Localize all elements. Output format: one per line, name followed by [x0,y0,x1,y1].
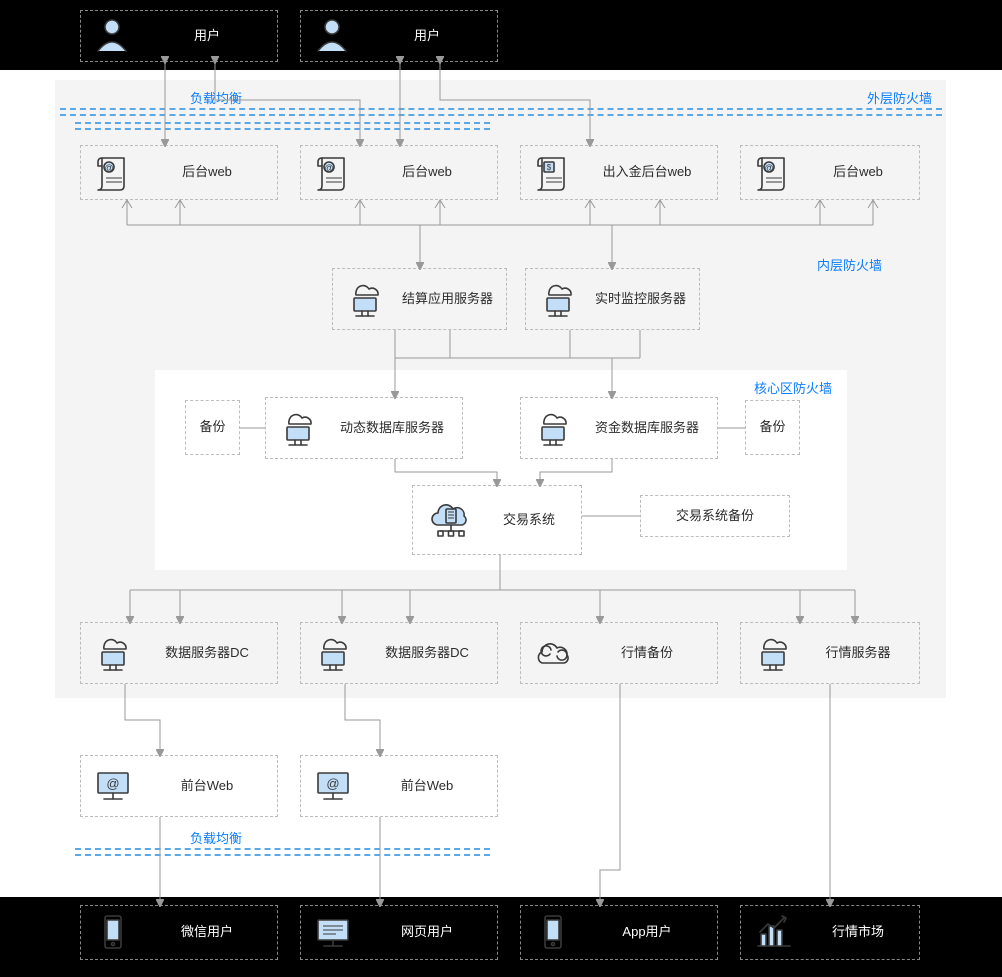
node-trade-backup: 交易系统备份 [640,495,790,537]
monitor-at-icon [309,762,357,810]
node-label: 网页用户 [357,924,497,941]
node-label: 动态数据库服务器 [322,420,462,437]
node-quote-backup: 行情备份 [520,622,718,684]
load-balance-bottom-line [75,848,490,850]
node-label: 行情市场 [797,924,919,941]
monitor-lines-icon [309,909,357,957]
node-label: 数据服务器DC [357,645,497,662]
node-backup-2: 备份 [745,400,800,455]
load-balance-top-line [75,122,490,124]
node-user-2: 用户 [300,10,498,62]
script-at-icon [749,149,797,197]
cloud-server-shield-icon [534,275,582,323]
cloud-rack-icon [421,496,477,544]
node-label: 实时监控服务器 [582,291,699,308]
node-label: 行情备份 [577,645,717,662]
node-front-web-2: 前台Web [300,755,498,817]
node-label: 前台Web [357,778,497,795]
node-label: 交易系统 [477,512,581,529]
node-label: 数据服务器DC [137,645,277,662]
node-market: 行情市场 [740,905,920,960]
node-label: 后台web [357,164,497,181]
script-at-icon [89,149,137,197]
node-web-user: 网页用户 [300,905,498,960]
architecture-diagram: 外层防火墙 内层防火墙 核心区防火墙 负载均衡 负载均衡 用户 用户 后台web… [0,0,1002,977]
node-front-web-1: 前台Web [80,755,278,817]
cloud-server-arrow-icon [309,629,357,677]
bar-chart-icon [749,909,797,957]
cloud-server-plain-icon [749,629,797,677]
user-female-icon [309,12,357,60]
node-fund-db: 资金数据库服务器 [520,397,718,459]
node-quote-server: 行情服务器 [740,622,920,684]
node-label: 资金数据库服务器 [577,420,717,437]
script-at-icon [309,149,357,197]
script-dollar-icon [529,149,577,197]
node-label: 出入金后台web [577,164,717,181]
node-app-user: App用户 [520,905,718,960]
monitor-at-icon [89,762,137,810]
load-balance-bottom-label: 负载均衡 [190,828,242,847]
node-label: 前台Web [137,778,277,795]
load-balance-top-label: 负载均衡 [190,88,242,107]
node-web-4: 后台web [740,145,920,200]
phone-wechat-icon [89,909,137,957]
node-dyn-db: 动态数据库服务器 [265,397,463,459]
node-web-1: 后台web [80,145,278,200]
user-male-icon [89,12,137,60]
node-dc-2: 数据服务器DC [300,622,498,684]
core-firewall-label: 核心区防火墙 [754,378,832,397]
node-label: 后台web [137,164,277,181]
node-trade: 交易系统 [412,485,582,555]
outer-firewall-label: 外层防火墙 [867,88,932,107]
node-backup-1: 备份 [185,400,240,455]
node-label: 行情服务器 [797,645,919,662]
node-dc-1: 数据服务器DC [80,622,278,684]
phone-wifi-icon [529,909,577,957]
node-web-3: 出入金后台web [520,145,718,200]
cloud-server-sync-icon [341,275,389,323]
node-label: App用户 [577,924,717,941]
outer-firewall-line [60,108,942,110]
node-settle: 结算应用服务器 [332,268,507,330]
node-wechat-user: 微信用户 [80,905,278,960]
node-label: 备份 [751,420,793,434]
cloud-server-net-icon [274,404,322,452]
node-user-1: 用户 [80,10,278,62]
node-label: 备份 [191,420,233,434]
cloud-server-coin-icon [529,404,577,452]
inner-firewall-label: 内层防火墙 [817,255,882,274]
node-monitor: 实时监控服务器 [525,268,700,330]
node-label: 结算应用服务器 [389,291,506,308]
node-web-2: 后台web [300,145,498,200]
cloud-server-arrow-icon [89,629,137,677]
node-label: 用户 [137,28,277,45]
node-label: 后台web [797,164,919,181]
node-label: 交易系统备份 [668,508,762,525]
node-label: 用户 [357,28,497,45]
cloud-sync-icon [529,629,577,677]
node-label: 微信用户 [137,924,277,941]
